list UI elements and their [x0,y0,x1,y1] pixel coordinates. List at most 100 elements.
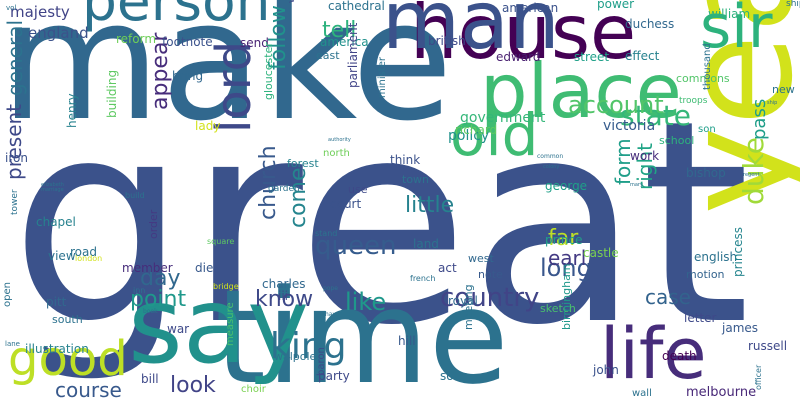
word-book-139: book [143,308,158,315]
word-order-103: order [147,209,160,239]
word-court-89: court [330,197,361,211]
word-building-98: building [105,70,119,118]
word-letter-73: letter [684,311,717,325]
word-authority-143: authority [328,137,351,143]
word-life-11: life [600,313,707,395]
word-victoria-43: victoria [603,118,655,134]
word-regent-148: regent [743,172,759,178]
word-colony-144: colony [543,164,559,170]
word-time-3: time [215,261,509,400]
word-marriage-146: marriage [41,187,64,193]
word-garden-127: garden [268,184,300,194]
word-prince-66: prince [545,233,582,247]
word-lord-13: lord [206,41,262,133]
word-george-65: george [545,179,587,193]
word-day-20: day [140,266,180,291]
word-henry-99: henry [65,93,79,128]
word-government-41: government [460,110,546,126]
word-hill-83: hill [398,334,416,348]
word-thousand-123: thousand [702,43,713,90]
word-tell-39: tell [322,18,356,43]
word-note-84: note [478,268,503,281]
word-war-111: war [167,322,189,336]
word-ship-124: ship [786,0,800,9]
word-america-50: america [320,35,369,49]
word-course-29: course [55,378,122,400]
word-bill-113: bill [141,372,159,386]
word-house-5: house [410,0,636,76]
word-far-36: far [548,226,579,251]
word-long-27: long [540,254,592,282]
word-make-1: make [0,0,453,157]
word-right-34: right [633,143,657,190]
word-minister-94: minister [377,56,388,98]
word-william-56: william [708,7,750,21]
word-think-87: think [390,153,420,167]
word-present-32: present [2,104,26,180]
word-richard-44: richard [455,123,497,137]
word-castle-67: castle [583,246,619,260]
word-baron-119: baron [316,347,327,376]
word-church-21: church [256,145,281,220]
word-troops-61: troops [679,96,708,106]
word-pope-141: pope [323,285,338,292]
word-appear-30: appear [148,32,173,110]
word-pitt-109: pitt [46,295,67,309]
word-vol-136: vol [6,4,16,12]
word-duke-18: duke [737,137,770,205]
word-open-120: open [2,282,13,307]
word-general-31: general [3,20,27,96]
word-send-49: send [240,36,269,50]
word-use-90: use [348,183,368,196]
word-french-130: french [410,274,435,283]
word-english-68: english [694,250,737,264]
word-follow-38: follow [266,5,291,70]
word-school-62: school [659,134,694,147]
word-parliament-95: parliament [346,22,360,88]
word-inn-132: inn [133,286,145,295]
word-good-12: good [8,331,128,387]
word-person-7: person [82,0,271,33]
word-place-8: place [480,47,682,135]
word-choir-118: choir [241,384,267,395]
word-policy-42: policy [448,128,489,144]
word-queen-16: queen [315,231,396,261]
word-build-134: build [125,191,145,200]
word-road-104: road [70,245,97,259]
word-birmingham-80: birmingham [560,263,573,330]
word-year-2: year [652,0,800,215]
word-know-24: know [255,287,313,312]
word-russell-76: russell [748,339,787,353]
word-elizabeth-145: elizabeth [41,182,64,188]
word-bring-96: bring [172,69,203,83]
word-common-142: common [537,153,563,160]
word-come-22: come [286,167,311,228]
word-town-88: town [402,173,429,186]
word-point-28: point [130,287,186,312]
word-new-121: new [772,83,795,96]
word-street-57: street [574,50,609,64]
word-window-126: window [287,0,297,3]
word-like-25: like [345,288,386,316]
word-motion-70: motion [686,268,725,281]
word-illustration-112: illustration [25,342,89,356]
word-square-128: square [207,237,234,246]
word-wall-78: wall [632,388,652,399]
word-earl-37: earl [548,246,586,270]
word-east-125: east [316,49,340,62]
word-party-115: party [318,369,350,383]
word-charles-107: charles [262,277,305,291]
word-mary-147: mary [630,182,643,188]
word-view-102: view [48,249,76,263]
word-bridge-131: bridge [213,282,239,291]
word-princess-69: princess [731,227,745,277]
word-melbourne-77: melbourne [686,385,756,400]
word-member-105: member [122,261,173,275]
word-john-79: john [592,363,619,377]
word-iron-100: iron [5,151,28,165]
word-country-15: country [440,283,539,313]
word-old-10: old [450,101,538,169]
word-work-63: work [630,149,659,163]
